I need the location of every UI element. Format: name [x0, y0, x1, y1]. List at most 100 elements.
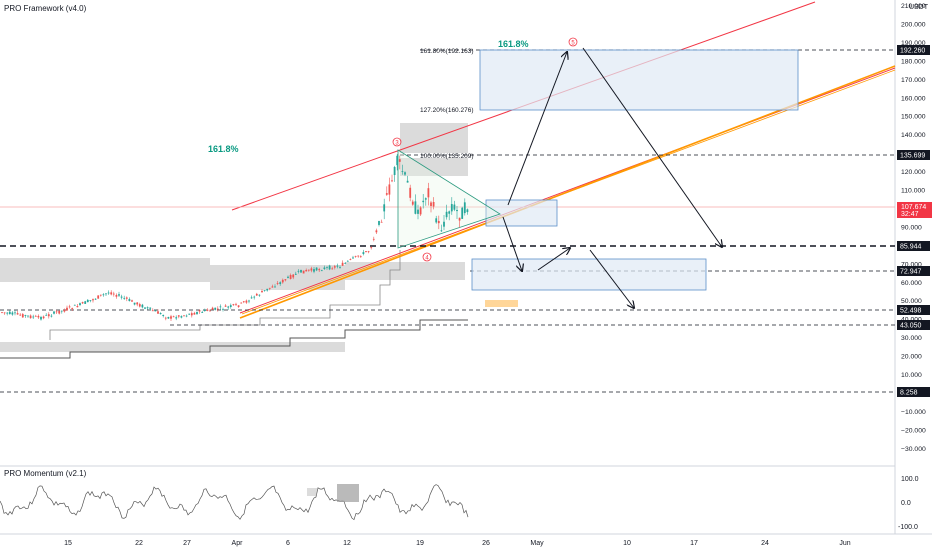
- candle-body: [448, 211, 451, 214]
- time-tick-label: 6: [286, 540, 290, 547]
- candle-body: [1, 312, 3, 314]
- candle-body: [339, 266, 341, 268]
- momentum-indicator-title[interactable]: PRO Momentum (v2.1): [4, 469, 87, 478]
- candle-body: [375, 230, 378, 233]
- svg-text:100.0: 100.0: [901, 476, 919, 483]
- level-tags: 192.260 135.699 85.944 72.947 52.498 43.050 8.…: [897, 45, 930, 397]
- candle-body: [164, 317, 167, 319]
- price-tick-label: 170.000: [901, 77, 926, 84]
- fib-161-line-label: 161.80%(192.163): [420, 48, 474, 55]
- candle-body: [292, 274, 295, 278]
- triangle-pattern: [397, 149, 501, 249]
- fib-127-line-label: 127.20%(160.276): [420, 107, 474, 114]
- candle-body: [177, 315, 180, 317]
- level-tag-bg: [897, 45, 930, 55]
- candle-body: [370, 247, 373, 249]
- candle-body: [112, 293, 115, 295]
- candle-body: [84, 301, 87, 304]
- candle-body: [154, 310, 157, 312]
- candle-body: [261, 290, 263, 293]
- candle-body: [346, 260, 349, 262]
- candle-body: [81, 302, 84, 304]
- candle-body: [435, 218, 438, 223]
- candle-body: [284, 279, 287, 281]
- price-tick-label: 140.000: [901, 132, 926, 139]
- candle-body: [47, 314, 50, 317]
- candle-body: [79, 303, 81, 305]
- wave-3-marker: 3: [392, 137, 402, 147]
- candle-body: [131, 300, 133, 302]
- fib-top-label: 161.8%: [498, 39, 529, 49]
- candle-body: [461, 207, 464, 219]
- price-axis[interactable]: 210.000 200.000 190.000 180.000 170.000 160.0…: [901, 3, 926, 453]
- candle-body: [383, 204, 386, 212]
- candle-body: [352, 257, 354, 259]
- target-zone-fib[interactable]: [479, 49, 799, 111]
- candle-body: [175, 317, 178, 319]
- candle-body: [385, 193, 388, 195]
- level-tag-bg: [897, 387, 930, 397]
- candle-body: [123, 297, 126, 299]
- level-tag-label: 43.050: [900, 323, 922, 330]
- grey-framework-bands: [0, 123, 468, 352]
- main-indicator-title[interactable]: PRO Framework (v4.0): [4, 4, 87, 13]
- candle-body: [378, 221, 380, 225]
- time-axis[interactable]: 15 22 27 Apr 6 12 19 26 May 10 17 24 Jun: [64, 540, 851, 547]
- candle-body: [320, 270, 323, 272]
- candle-body: [42, 316, 45, 319]
- candle-body: [86, 299, 89, 303]
- candle-body: [424, 198, 427, 200]
- candle-body: [328, 265, 331, 270]
- candle-body: [248, 300, 250, 302]
- price-tick-label: 210.000: [901, 3, 926, 10]
- price-tick-label: −10.000: [901, 409, 926, 416]
- candle-body: [255, 293, 258, 296]
- candle-body: [55, 311, 58, 313]
- candle-body: [242, 301, 245, 303]
- time-tick-label: 19: [416, 540, 424, 547]
- candle-body: [417, 209, 419, 214]
- price-tick-label: 60.000: [901, 280, 922, 287]
- candle-body: [271, 286, 274, 288]
- price-tick-label: 110.000: [901, 188, 925, 195]
- candle-body: [263, 290, 266, 291]
- candle-body: [170, 316, 172, 319]
- momentum-axis[interactable]: 100.0 0.0 -100.0: [898, 476, 919, 531]
- level-tag-label: 52.498: [900, 308, 922, 315]
- candle-body: [211, 307, 214, 310]
- candle-body: [456, 209, 458, 212]
- support-zone[interactable]: [471, 258, 707, 291]
- candle-body: [97, 295, 100, 299]
- price-tick-label: 50.000: [901, 298, 922, 305]
- candle-body: [300, 269, 302, 273]
- level-tag-label: 8.258: [900, 390, 918, 397]
- candle-body: [287, 276, 289, 278]
- candle-body: [367, 251, 370, 253]
- candle-body: [50, 315, 53, 317]
- candle-body: [102, 294, 105, 296]
- candle-body: [180, 316, 183, 318]
- candle-body: [183, 315, 185, 317]
- time-tick-label: 17: [690, 540, 698, 547]
- candle-body: [274, 286, 276, 288]
- candle-body: [458, 217, 461, 221]
- candle-body: [151, 310, 154, 312]
- candle-body: [427, 188, 430, 198]
- candle-body: [463, 202, 466, 214]
- candle-body: [73, 304, 76, 306]
- candle-body: [216, 308, 219, 310]
- level-tag-label: 72.947: [900, 269, 922, 276]
- time-tick-label: Jun: [839, 540, 850, 547]
- candle-body: [253, 296, 256, 298]
- candle-body: [333, 266, 336, 268]
- time-tick-label: 12: [343, 540, 351, 547]
- price-tick-label: 90.000: [901, 224, 922, 231]
- candle-body: [362, 252, 365, 255]
- candle-body: [404, 172, 406, 175]
- candle-body: [89, 300, 92, 301]
- candle-body: [222, 308, 224, 310]
- candle-body: [162, 315, 165, 316]
- candle-body: [409, 187, 412, 198]
